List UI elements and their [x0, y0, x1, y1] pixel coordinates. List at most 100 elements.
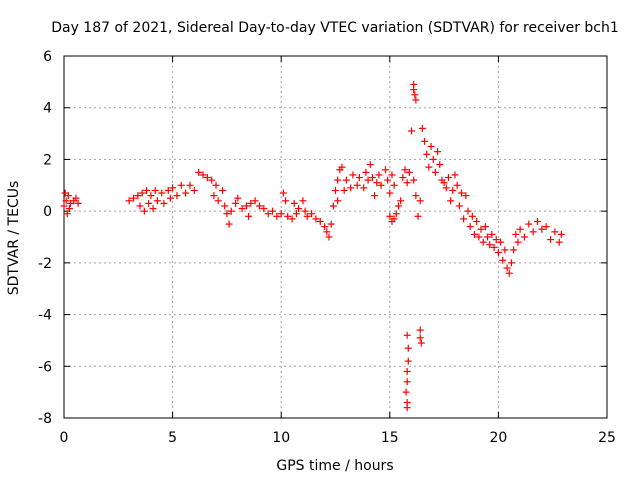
axis-ticks	[63, 55, 608, 419]
data-point	[143, 186, 151, 194]
data-point	[223, 210, 231, 218]
data-point	[405, 168, 413, 176]
data-point	[329, 202, 337, 210]
data-point	[360, 184, 368, 192]
data-point	[288, 215, 296, 223]
data-point	[444, 174, 452, 182]
data-point	[486, 241, 494, 249]
data-point	[301, 207, 309, 215]
data-point	[475, 233, 483, 241]
data-point	[134, 192, 142, 200]
data-point	[219, 186, 227, 194]
data-point	[368, 174, 376, 182]
data-point	[386, 212, 394, 220]
data-point	[292, 210, 300, 218]
data-point	[164, 186, 172, 194]
data-point	[477, 225, 485, 233]
data-point	[308, 210, 316, 218]
data-point	[332, 186, 339, 194]
data-point	[273, 212, 281, 220]
y-tick-label: 2	[43, 152, 52, 168]
data-point	[449, 186, 457, 194]
data-point	[520, 233, 528, 241]
data-point	[334, 197, 342, 205]
data-point	[65, 205, 73, 213]
data-point	[390, 181, 398, 189]
data-point	[381, 166, 389, 174]
data-point	[199, 171, 207, 179]
data-point	[247, 199, 255, 207]
y-tick-labels: -8 -6 -4 -2 0 2 4 6	[38, 49, 52, 427]
data-point	[514, 238, 522, 246]
y-tick-label: 0	[43, 204, 52, 220]
data-point	[399, 174, 407, 182]
data-point	[481, 223, 489, 231]
data-point	[431, 168, 439, 176]
data-point	[384, 176, 392, 184]
data-point	[373, 179, 381, 187]
y-axis-label: SDTVAR / TECUs	[6, 181, 22, 296]
plot-frame	[63, 55, 608, 419]
data-point	[166, 194, 174, 202]
data-point	[60, 202, 68, 210]
data-point	[173, 192, 181, 200]
x-tick-label: 15	[381, 430, 399, 446]
data-point	[210, 192, 218, 200]
data-point	[466, 223, 474, 231]
data-point	[125, 197, 133, 205]
data-point	[505, 269, 513, 277]
data-point	[397, 197, 405, 205]
data-point	[321, 223, 329, 231]
data-point	[284, 212, 292, 220]
data-point	[411, 91, 419, 99]
data-point	[479, 238, 487, 246]
data-point	[338, 163, 346, 171]
y-tick-label: -6	[38, 359, 52, 375]
data-point	[492, 236, 500, 244]
y-tick-label: -8	[38, 411, 52, 427]
x-tick-label: 10	[272, 430, 290, 446]
data-point	[427, 143, 435, 150]
data-point	[457, 189, 465, 197]
data-point	[490, 243, 498, 251]
data-point	[512, 230, 520, 238]
data-point	[225, 220, 233, 228]
data-point	[316, 217, 324, 225]
data-point	[416, 197, 424, 205]
data-point	[440, 179, 448, 187]
data-point	[195, 168, 203, 176]
data-point	[153, 197, 161, 205]
data-point	[349, 171, 357, 179]
data-point	[525, 220, 533, 228]
x-tick-label: 25	[598, 430, 616, 446]
data-point	[484, 233, 492, 241]
data-point	[290, 199, 298, 207]
data-point	[403, 367, 411, 375]
data-point	[212, 181, 220, 189]
data-point	[303, 212, 311, 220]
data-point	[149, 205, 157, 213]
data-point	[455, 202, 463, 210]
data-point	[418, 124, 426, 132]
data-point	[392, 210, 400, 218]
data-point	[416, 334, 424, 342]
data-point	[371, 192, 379, 200]
data-point	[501, 246, 509, 254]
data-point	[447, 197, 455, 205]
data-point	[169, 184, 177, 192]
data-point	[555, 238, 563, 246]
data-point	[158, 189, 166, 197]
data-point	[375, 171, 383, 179]
data-point	[386, 189, 394, 197]
data-point	[551, 228, 559, 236]
data-point	[136, 202, 144, 210]
data-point	[516, 225, 524, 233]
data-point	[388, 171, 396, 179]
data-point	[355, 174, 363, 182]
data-point	[557, 230, 565, 238]
data-point	[299, 197, 307, 205]
data-point	[62, 197, 70, 205]
data-point	[323, 228, 331, 236]
x-axis-label: GPS time / hours	[276, 458, 393, 474]
